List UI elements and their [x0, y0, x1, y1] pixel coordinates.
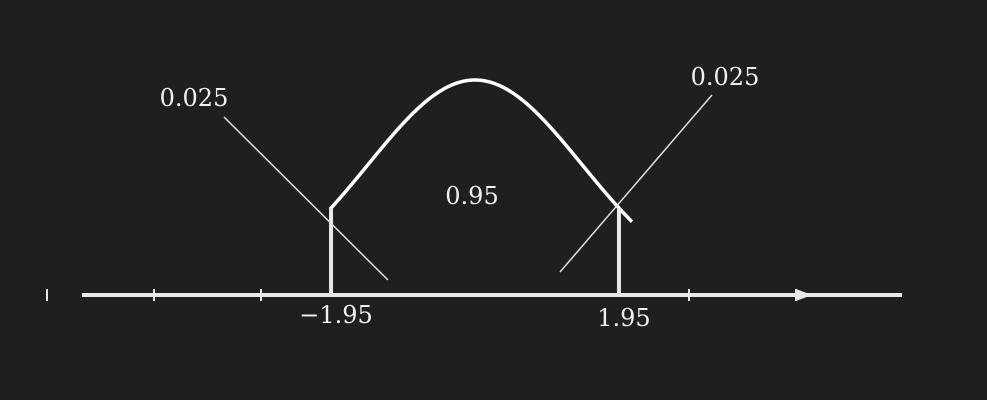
- right-tail-leader: [559, 94, 713, 273]
- upper-critical-value-label: 1.95: [597, 304, 650, 332]
- x-axis-arrow-icon: [796, 289, 812, 301]
- axis-ticks: [46, 289, 797, 301]
- right-tail-area-label: 0.025: [691, 63, 760, 91]
- left-tail-area-label: 0.025: [160, 84, 229, 112]
- left-tail-leader: [223, 116, 389, 281]
- lower-critical-value-label: −1.95: [299, 301, 373, 329]
- center-area-label: 0.95: [445, 182, 498, 210]
- bell-curve: [328, 78, 634, 223]
